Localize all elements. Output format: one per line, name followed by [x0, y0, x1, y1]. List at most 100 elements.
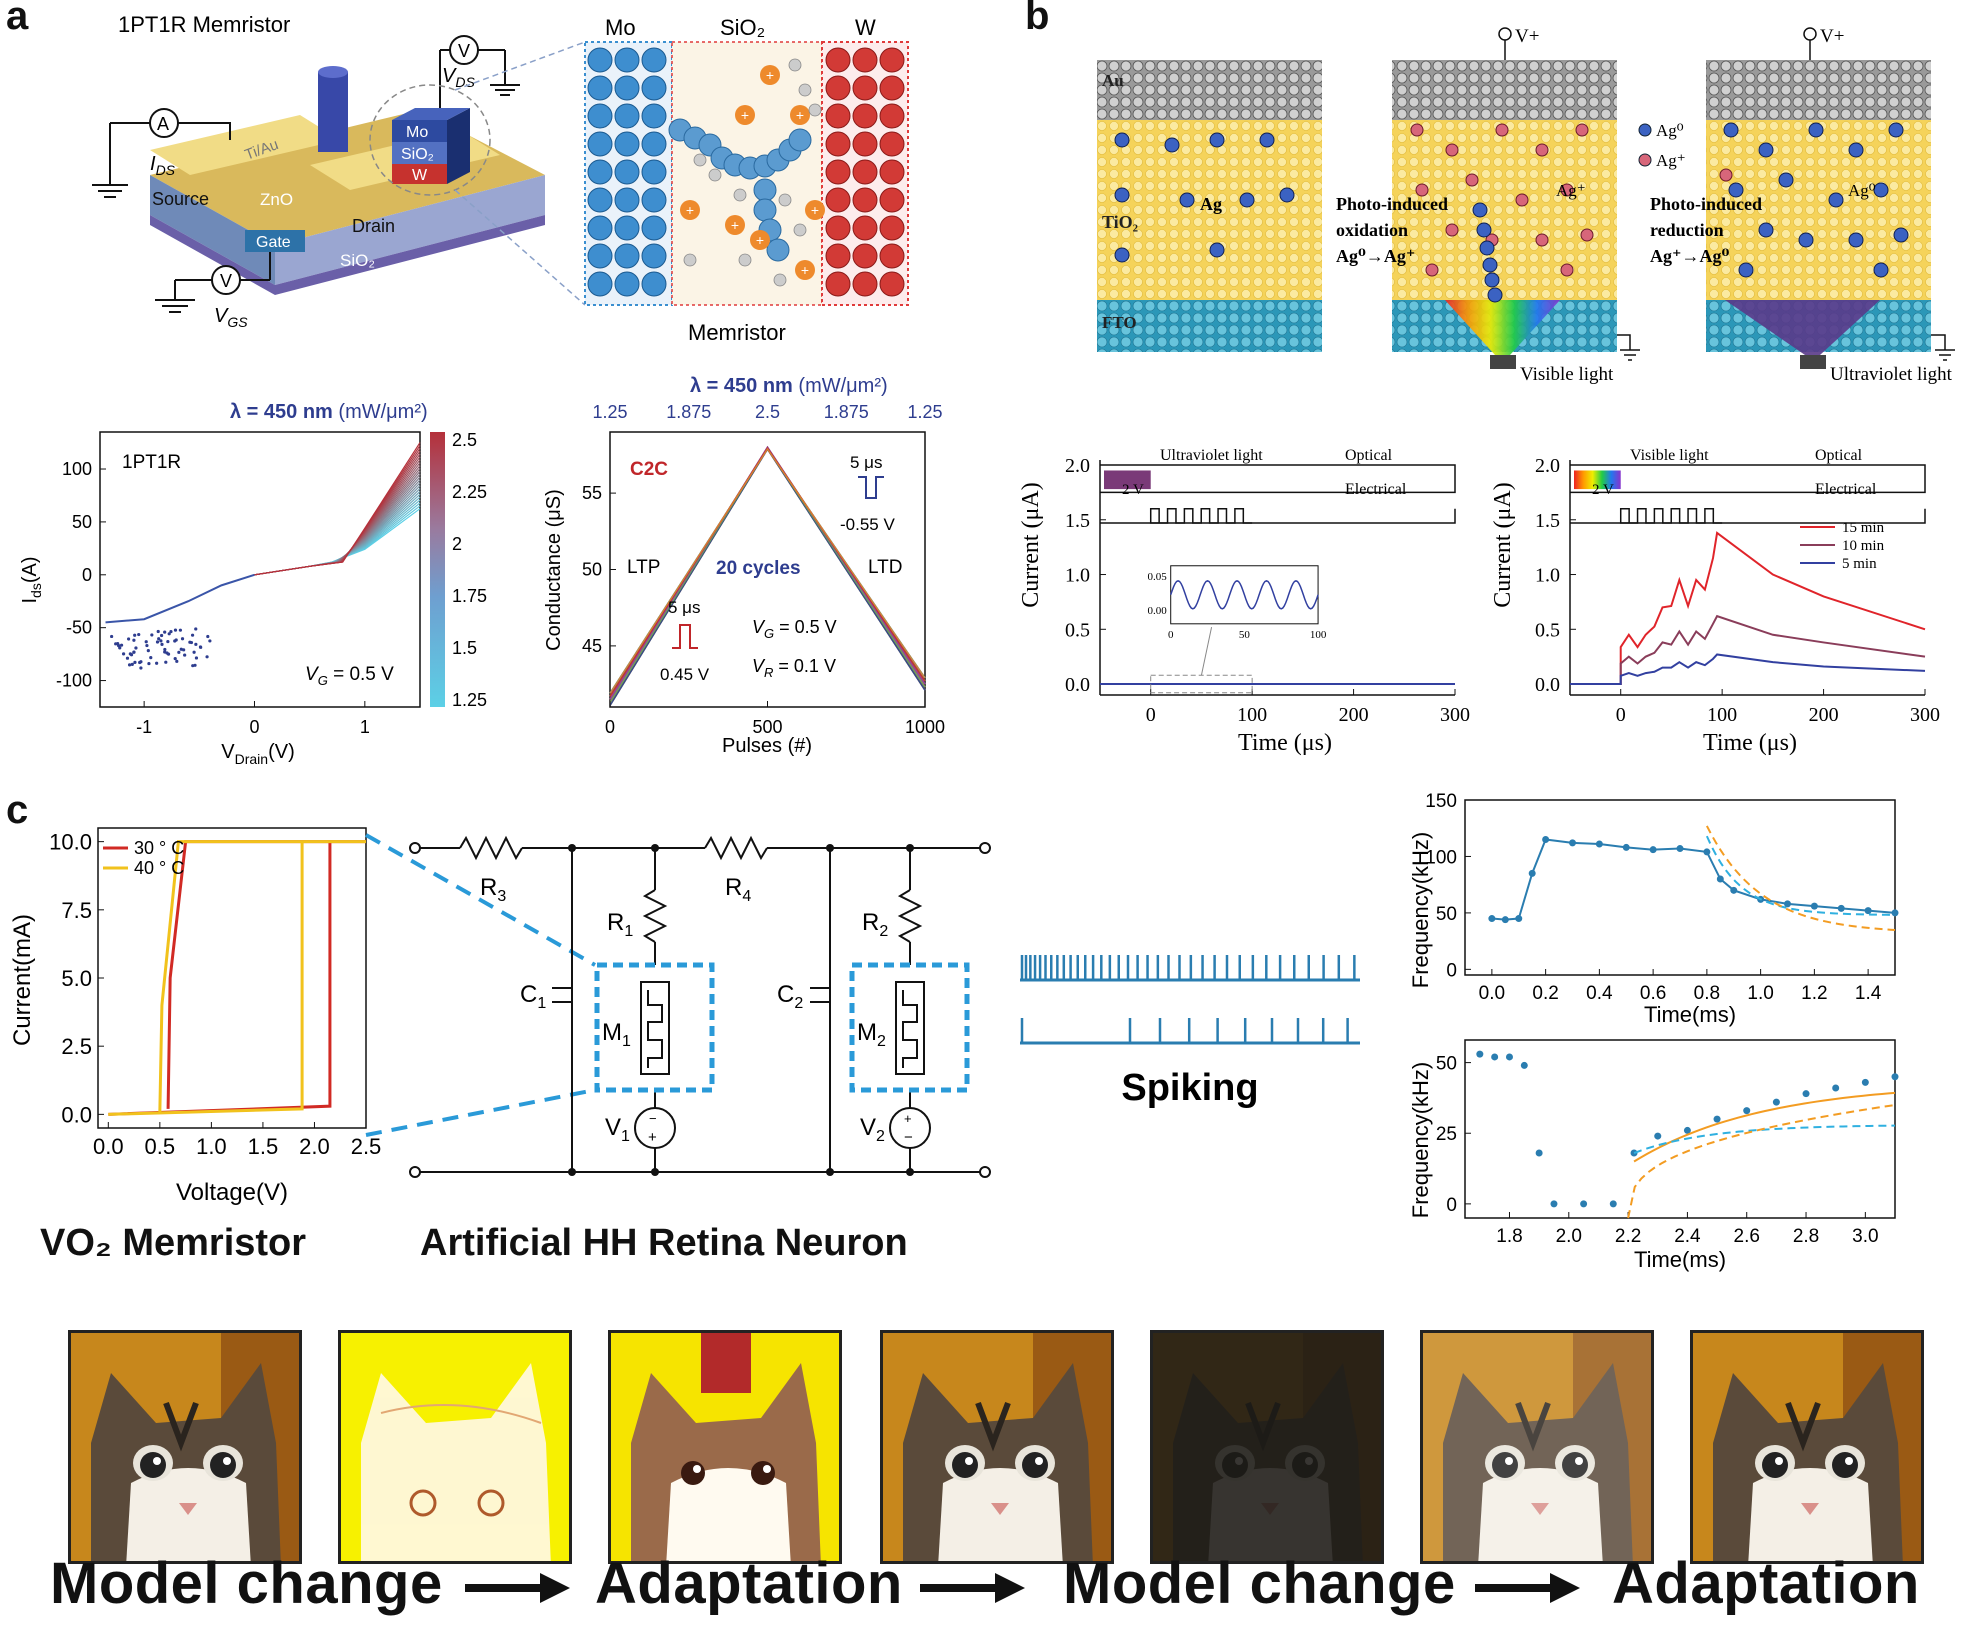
cond-xtick-label: 500 — [752, 717, 782, 737]
w-atom — [880, 188, 904, 212]
fb-point — [1476, 1051, 1483, 1058]
agplus-particle — [1496, 124, 1508, 136]
iv-colorbar-ticks: 2.52.2521.751.51.25 — [452, 430, 487, 710]
w-atom — [853, 188, 877, 212]
panel-a-device: 1PT1R Memristor Mo SiO₂ W Source Drain G… — [0, 0, 960, 790]
mo-atom — [642, 216, 666, 240]
b-ytick-label: 0.0 — [1065, 674, 1090, 696]
zoom-caption: Memristor — [688, 320, 786, 345]
ion-plus-icon: + — [766, 67, 774, 83]
iv-noise-point — [163, 648, 166, 651]
w-atom — [880, 244, 904, 268]
terminal-tl-icon — [410, 843, 420, 853]
legend-ag0-icon — [1639, 124, 1651, 136]
iv-noise-point — [114, 642, 117, 645]
mo-atom — [588, 132, 612, 156]
ag0-particle — [1894, 228, 1908, 242]
ag0-particle — [1724, 123, 1738, 137]
w-atom — [853, 48, 877, 72]
ion-plus-icon: + — [801, 262, 809, 278]
iv-noise-point — [145, 644, 148, 647]
b-xtick-label: 0 — [1616, 704, 1626, 726]
ag0-particle — [1849, 233, 1863, 247]
ag0-particle — [1280, 188, 1294, 202]
iv-xtick-label: -1 — [136, 717, 152, 737]
mo-atom — [615, 76, 639, 100]
iv-noise-point — [127, 637, 130, 640]
stack-w-label: W — [412, 167, 428, 184]
freq-bottom-chart: 50 25 0 1.8 2.0 2.2 2.4 2.6 2.8 3.0 — [1436, 1040, 1899, 1247]
iv-ytick-label: 0 — [82, 565, 92, 585]
ag0-particle — [1759, 223, 1773, 237]
cond-pulse-up-w: 5 μs — [668, 598, 700, 617]
cond-top-tick-label: 1.875 — [666, 402, 711, 422]
pillar — [318, 72, 348, 152]
r1-label: R1 — [607, 909, 633, 940]
electrical-trace — [1100, 509, 1455, 523]
w-atom — [826, 104, 850, 128]
vacancy — [734, 189, 746, 201]
ag0-particle — [1799, 233, 1813, 247]
agplus-particle — [1576, 124, 1588, 136]
bl-electrical: Electrical — [1345, 481, 1407, 498]
pillar-top — [318, 66, 348, 78]
stack-sio2-label: SiO₂ — [401, 146, 434, 163]
mo-atom — [588, 244, 612, 268]
r2-label: R2 — [862, 909, 888, 940]
iv-noise-point — [206, 635, 209, 638]
iv-noise-point — [174, 657, 177, 660]
ag0-particle — [1165, 138, 1179, 152]
c1-label: C1 — [520, 981, 546, 1012]
b-xtick-label: 200 — [1339, 704, 1369, 726]
freq-ytick-label: 0 — [1446, 960, 1457, 981]
mo-atom — [588, 76, 612, 100]
w-atom — [880, 104, 904, 128]
m2-label: M2 — [857, 1019, 886, 1050]
fb-point — [1506, 1053, 1513, 1060]
ion-plus-icon: + — [741, 107, 749, 123]
filament-atom — [754, 179, 776, 201]
iv-colorbar — [430, 432, 445, 707]
w-atom — [853, 76, 877, 100]
iv-noise-point — [165, 651, 168, 654]
bl-v2: 2 V — [1122, 482, 1144, 498]
ag0-particle — [1849, 143, 1863, 157]
cond-top-tick-label: 1.25 — [592, 402, 627, 422]
zoom-w-label: W — [855, 15, 876, 40]
iv-noise-point — [139, 666, 142, 669]
ft-point — [1569, 839, 1576, 846]
cond-ytick-label: 50 — [582, 560, 602, 580]
b2-terminal-icon — [1499, 28, 1511, 40]
iv-noise-point — [138, 661, 141, 664]
iv-noise-point — [132, 639, 135, 642]
b2-vplus: V+ — [1515, 26, 1539, 47]
colorbar-tick-label: 1.75 — [452, 586, 487, 606]
visible-lamp-icon — [1490, 355, 1516, 369]
mo-atom — [588, 48, 612, 72]
vo2-ylabel: Current(mA) — [9, 914, 36, 1046]
iv-noise-point — [166, 640, 169, 643]
inset-ytick-label: 0.00 — [1147, 605, 1167, 617]
iv-noise-point — [157, 630, 160, 633]
ag0-particle — [1115, 133, 1129, 147]
w-atom — [853, 160, 877, 184]
agplus-particle — [1516, 194, 1528, 206]
b-xtick-label: 0 — [1146, 704, 1156, 726]
iv-noise-point — [208, 639, 211, 642]
iv-noise-point — [129, 652, 132, 655]
vacancy — [709, 169, 721, 181]
cat-image-1 — [68, 1330, 302, 1564]
agplus-particle — [1536, 144, 1548, 156]
inset-xtick-label: 100 — [1310, 629, 1327, 641]
w-atom — [826, 188, 850, 212]
vacancy — [684, 254, 696, 266]
ag0-particle — [1779, 173, 1793, 187]
b-ytick-label: 1.5 — [1535, 510, 1560, 532]
arrow-right-icon — [465, 1568, 575, 1608]
iv-noise-point — [175, 660, 178, 663]
ft-point — [1892, 909, 1899, 916]
b2-au-layer — [1392, 60, 1617, 120]
ft-ylabel: Frequency(kHz) — [1408, 832, 1433, 988]
fb-point — [1773, 1099, 1780, 1106]
ft-point — [1838, 905, 1845, 912]
